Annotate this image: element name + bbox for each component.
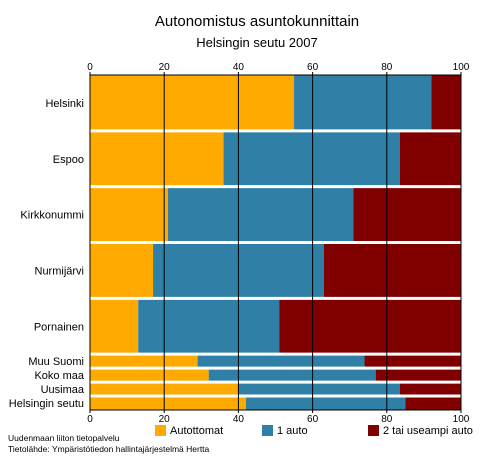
bar-2-8	[238, 382, 400, 397]
tick-label-top: 20	[159, 62, 171, 73]
bar-1-6	[90, 354, 198, 369]
bar-1-1	[90, 75, 295, 131]
footer-data-source: Tietolähde: Ympäristötiedon hallintajärj…	[8, 444, 210, 454]
legend-label-2: 1 auto	[277, 425, 308, 437]
bar-2-5	[138, 298, 280, 355]
tick-label-bottom: 40	[233, 414, 245, 425]
legend: Autottomat 1 auto 2 tai useampi auto	[155, 425, 473, 437]
chart-title: Autonomistus asuntokunnittain	[155, 13, 359, 30]
tick-label-top: 60	[307, 62, 319, 73]
plot-frame	[89, 74, 462, 411]
bar-1-4	[90, 242, 154, 299]
bar-1-5	[90, 298, 139, 355]
category-label: Kirkkonummi	[20, 210, 84, 222]
tick-label-top: 100	[453, 62, 470, 73]
legend-swatch-1	[155, 425, 166, 436]
category-label: Espoo	[53, 154, 84, 166]
top-axis-ticks: 0 20 40 60 80 100	[87, 62, 470, 75]
tick-label-bottom: 100	[453, 414, 470, 425]
bar-1-2	[90, 130, 224, 187]
category-label: Helsinki	[45, 98, 84, 110]
chart-subtitle: Helsingin seutu 2007	[196, 35, 317, 50]
legend-label-3: 2 tai useampi auto	[383, 425, 473, 437]
bar-1-9	[90, 396, 246, 410]
bar-2-6	[197, 354, 365, 369]
bar-3-7	[375, 368, 461, 383]
bar-1-3	[90, 186, 168, 243]
bar-3-1	[431, 75, 461, 131]
footer-source: Uudenmaan liiton tietopalvelu	[8, 433, 120, 443]
category-labels: Helsinki Espoo Kirkkonummi Nurmijärvi Pornai…	[9, 98, 85, 410]
bar-3-8	[399, 382, 461, 397]
bar-2-9	[245, 396, 406, 410]
gridlines	[89, 74, 462, 411]
category-label: Helsingin seutu	[9, 398, 84, 410]
category-label: Uusimaa	[41, 384, 85, 396]
tick-label-bottom: 80	[381, 414, 393, 425]
bar-3-9	[405, 396, 461, 410]
category-label: Koko maa	[34, 370, 84, 382]
bar-2-7	[208, 368, 376, 383]
tick-label-bottom: 20	[159, 414, 171, 425]
tick-label-top: 0	[87, 62, 93, 73]
legend-swatch-2	[262, 425, 273, 436]
tick-label-bottom: 0	[87, 414, 93, 425]
bar-3-5	[279, 298, 461, 355]
legend-swatch-3	[368, 425, 379, 436]
bar-1-7	[90, 368, 209, 383]
bar-3-3	[353, 186, 461, 243]
bar-3-2	[399, 130, 461, 187]
category-label: Muu Suomi	[28, 356, 84, 368]
bar-2-2	[223, 130, 400, 187]
bar-2-1	[294, 75, 432, 131]
bar-3-6	[364, 354, 461, 369]
bar-3-4	[323, 242, 461, 299]
bottom-axis-ticks: 0 20 40 60 80 100	[87, 410, 470, 425]
category-label: Pornainen	[34, 321, 84, 333]
tick-label-bottom: 60	[307, 414, 319, 425]
tick-label-top: 40	[233, 62, 245, 73]
tick-label-top: 80	[381, 62, 393, 73]
legend-label-1: Autottomat	[170, 425, 223, 437]
category-label: Nurmijärvi	[35, 265, 85, 277]
bar-2-3	[167, 186, 354, 243]
